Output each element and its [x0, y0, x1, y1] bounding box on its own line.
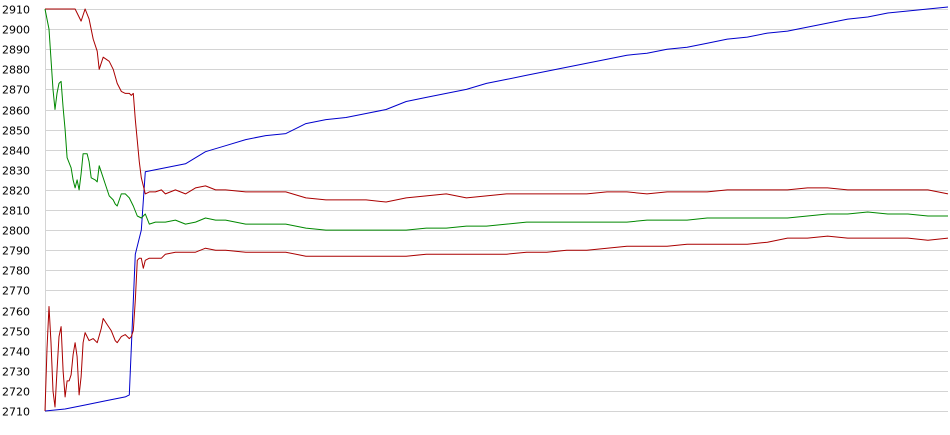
y-tick-label: 2720: [2, 386, 30, 399]
series-line-2: [45, 8, 949, 203]
y-tick-label: 2910: [2, 4, 30, 17]
y-tick-label: 2730: [2, 366, 30, 379]
y-tick-label: 2750: [2, 326, 30, 339]
y-tick-label: 2780: [2, 265, 30, 278]
y-tick-label: 2900: [2, 24, 30, 37]
y-tick-label: 2760: [2, 306, 30, 319]
y-tick-label: 2820: [2, 185, 30, 198]
series-line-3: [44, 8, 948, 231]
series-line-4: [44, 235, 949, 412]
y-tick-label: 2810: [2, 205, 30, 218]
y-tick-label: 2890: [2, 44, 30, 57]
y-tick-label: 2800: [2, 225, 30, 238]
series-line-1: [44, 6, 949, 412]
y-tick-label: 2870: [2, 84, 30, 97]
y-tick-label: 2710: [2, 406, 30, 419]
y-tick-label: 2880: [2, 64, 30, 77]
series-lines: [44, 6, 949, 412]
grid: [45, 9, 948, 412]
y-tick-label: 2740: [2, 346, 30, 359]
y-tick-label: 2840: [2, 145, 30, 158]
y-tick-label: 2770: [2, 285, 30, 298]
y-tick-label: 2850: [2, 125, 30, 138]
y-tick-label: 2830: [2, 165, 30, 178]
y-axis-tick-labels: 2910 2900 2890 2880 2870 2860 2850 2840 2830 2820…: [2, 4, 30, 419]
y-tick-label: 2860: [2, 105, 30, 118]
y-tick-label: 2790: [2, 245, 30, 258]
